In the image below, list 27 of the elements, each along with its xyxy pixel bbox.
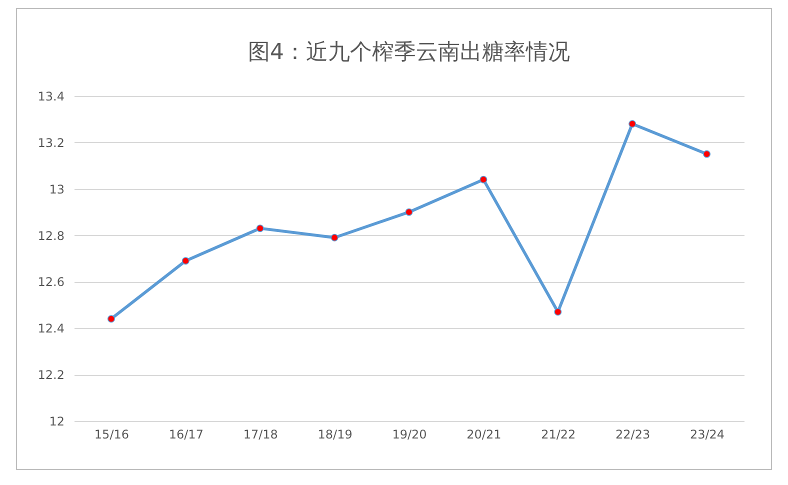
point	[480, 176, 488, 184]
point	[703, 150, 711, 158]
x-tick-label: 21/22	[541, 428, 576, 442]
y-tick-label: 12.6	[38, 275, 64, 290]
point	[182, 257, 190, 265]
point	[330, 234, 338, 242]
x-tick-label: 18/19	[318, 428, 352, 442]
point	[628, 120, 636, 128]
x-tick-label: 20/21	[466, 428, 502, 442]
y-tick-label: 12	[49, 414, 64, 428]
x-tick-label: 16/17	[168, 428, 204, 442]
point	[554, 308, 562, 316]
y-tick-label: 13	[49, 182, 64, 196]
y-tick-label: 12.2	[38, 368, 64, 382]
point	[107, 315, 115, 323]
x-tick-label: 17/18	[243, 428, 278, 442]
x-tick-label: 19/20	[392, 428, 427, 442]
y-tick-label: 13.4	[38, 90, 64, 104]
y-tick-label: 13.2	[38, 136, 64, 150]
point	[256, 224, 264, 232]
x-tick-label: 23/24	[690, 428, 725, 442]
y-tick-label: 12.4	[38, 322, 64, 336]
point	[405, 208, 413, 216]
x-tick-label: 22/23	[616, 428, 650, 442]
y-tick-label: 12.8	[38, 228, 64, 243]
chart-title: 图4：近九个榨季云南出糖率情况	[248, 40, 570, 65]
x-tick-label: 15/16	[94, 428, 130, 442]
